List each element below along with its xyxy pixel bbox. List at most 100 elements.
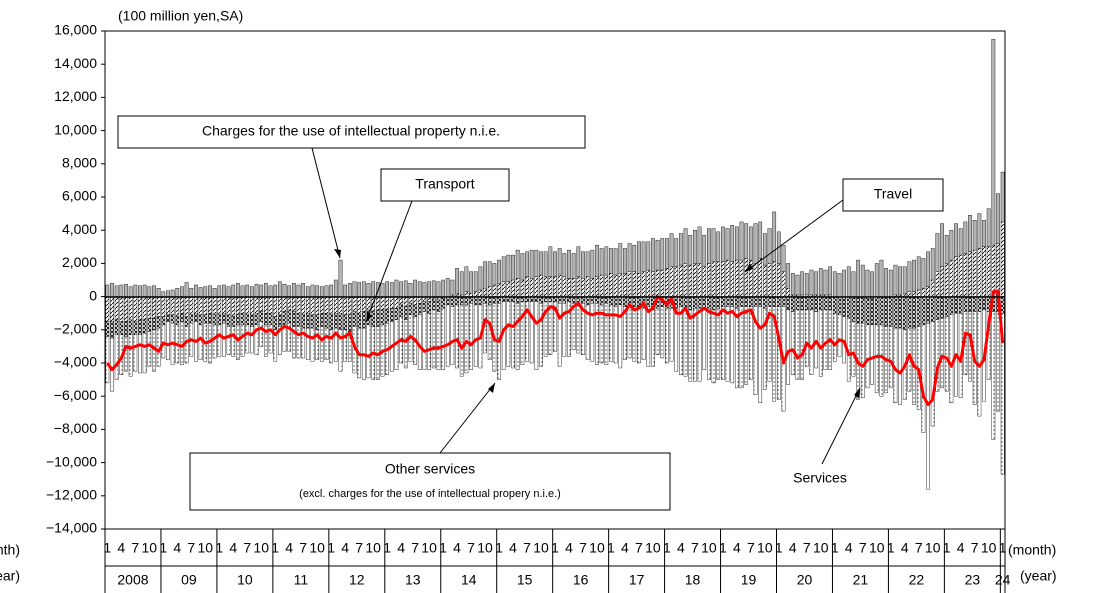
bar-segment	[842, 269, 846, 297]
bar-segment	[1000, 296, 1005, 314]
bar-segment	[459, 271, 464, 296]
month-label: 7	[747, 540, 755, 556]
bar-segment	[431, 309, 436, 369]
bar-segment	[152, 317, 156, 330]
bar-segment	[767, 263, 772, 297]
bar-segment	[375, 296, 380, 311]
bar-segment	[138, 285, 142, 297]
bar-segment	[184, 282, 189, 297]
bar-segment	[860, 298, 865, 324]
bar-segment	[413, 279, 417, 297]
bar-segment	[473, 296, 478, 306]
bar-segment	[268, 285, 273, 297]
annotation-note: (excl. charges for the use of intellectu…	[299, 488, 561, 500]
bar-segment	[124, 283, 128, 297]
bar-segment	[539, 251, 543, 276]
bar-segment	[170, 296, 175, 316]
bar-segment	[520, 279, 525, 297]
bar-segment	[930, 321, 935, 427]
bar-segment	[380, 309, 385, 326]
bar-segment	[222, 296, 226, 314]
bar-segment	[972, 220, 977, 251]
bar-segment	[324, 285, 329, 297]
bar-segment	[534, 249, 539, 277]
bar-segment	[613, 306, 618, 364]
bar-segment	[361, 281, 366, 297]
bar-segment	[986, 208, 991, 247]
y-tick-label: −2,000	[54, 321, 97, 337]
bar-segment	[264, 283, 268, 297]
bar-segment	[954, 223, 958, 257]
month-label: 4	[621, 540, 629, 556]
bar-segment	[329, 284, 334, 297]
bar-segment	[357, 282, 362, 297]
bar-segment	[912, 259, 916, 292]
bar-segment	[595, 276, 599, 297]
bar-segment	[762, 233, 767, 266]
bar-segment	[776, 296, 781, 307]
arrow	[365, 200, 413, 323]
bar-segment	[105, 336, 110, 384]
month-label: 4	[285, 540, 293, 556]
bar-segment	[483, 288, 487, 297]
bar-segment	[702, 234, 707, 267]
bar-segment	[604, 274, 609, 297]
bar-segment	[231, 296, 236, 317]
month-label: 10	[869, 540, 885, 556]
bar-segment	[655, 269, 660, 297]
bar-segment	[595, 303, 599, 365]
bar-segment	[977, 248, 982, 297]
bar-segment	[832, 313, 837, 362]
bar-segment	[637, 273, 641, 297]
month-label: 1	[663, 540, 671, 556]
bar-segment	[236, 314, 240, 326]
bar-segment	[198, 324, 203, 360]
bar-segment	[562, 303, 567, 357]
bar-segment	[455, 296, 459, 306]
bar-segment	[730, 225, 735, 262]
bar-segment	[277, 296, 282, 316]
bar-segment	[175, 316, 180, 326]
bar-segment	[618, 304, 623, 369]
bar-segment	[795, 309, 800, 380]
bar-segment	[501, 256, 506, 282]
bar-segment	[142, 296, 147, 321]
bar-segment	[427, 301, 431, 314]
bar-segment	[753, 263, 758, 297]
bar-segment	[874, 296, 879, 326]
bar-segment	[389, 282, 394, 297]
bar-segment	[324, 296, 329, 314]
bar-segment	[963, 296, 968, 312]
bar-segment	[478, 289, 483, 297]
bar-segment	[147, 317, 152, 332]
bar-segment	[170, 314, 175, 324]
month-label: 10	[253, 540, 269, 556]
y-tick-label: 2,000	[62, 254, 97, 270]
bar-segment	[720, 306, 725, 380]
bar-segment	[585, 304, 590, 360]
year-label: 17	[629, 572, 645, 588]
bar-segment	[660, 238, 665, 271]
bar-segment	[935, 296, 940, 321]
month-label: 1	[775, 540, 783, 556]
bar-segment	[679, 264, 683, 297]
bar-segment	[236, 324, 240, 360]
bar-segment	[697, 308, 702, 382]
bar-segment	[208, 285, 212, 297]
bar-segment	[613, 248, 618, 276]
bar-segment	[133, 296, 138, 322]
bar-segment	[380, 283, 385, 297]
bar-segment	[734, 259, 739, 297]
x-axis-label: (month)	[0, 542, 20, 558]
bar-segment	[110, 321, 114, 339]
bar-segment	[916, 256, 921, 291]
bar-segment	[898, 327, 902, 405]
bar-segment	[408, 283, 413, 297]
bar-segment	[734, 296, 739, 309]
bar-segment	[651, 238, 655, 272]
bar-segment	[515, 249, 520, 279]
y-tick-label: −4,000	[54, 354, 97, 370]
bar-segment	[571, 278, 576, 297]
month-label: 7	[467, 540, 475, 556]
bar-segment	[441, 308, 445, 370]
